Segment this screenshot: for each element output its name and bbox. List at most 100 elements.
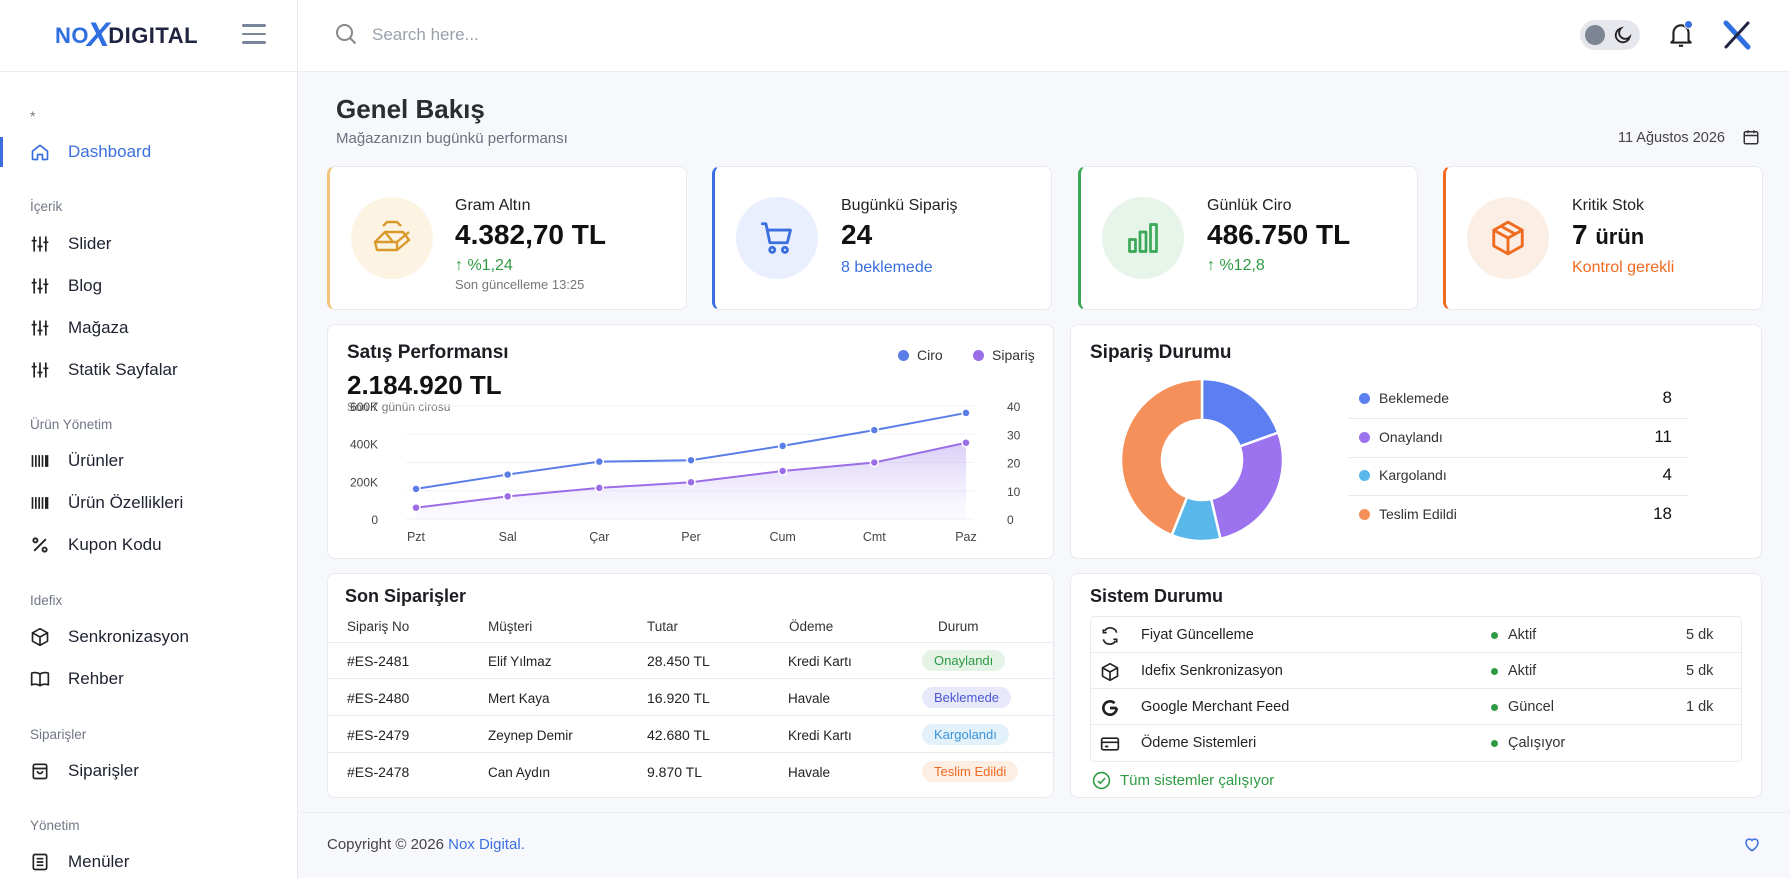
status-dot xyxy=(1491,632,1498,639)
copyright: Copyright © 2026 Nox Digital. xyxy=(327,836,525,853)
status-badge: Kargolandı xyxy=(922,724,1009,745)
google-icon xyxy=(1100,698,1120,718)
bar-chart-icon xyxy=(1102,197,1184,279)
stock-warning[interactable]: Kontrol gerekli xyxy=(1572,259,1675,276)
col-header-no: Sipariş No xyxy=(347,619,410,634)
order-no[interactable]: #ES-2479 xyxy=(347,727,410,743)
legend-row: Beklemede 8 xyxy=(1348,388,1688,418)
sidebar-item-kupon[interactable]: Kupon Kodu xyxy=(0,528,298,562)
menu-toggle-icon[interactable] xyxy=(242,24,266,44)
order-payment: Havale xyxy=(788,691,831,706)
order-amount: 28.450 TL xyxy=(647,653,710,669)
order-customer: Mert Kaya xyxy=(488,691,550,706)
divider xyxy=(328,642,1053,643)
sliders-icon xyxy=(30,360,50,380)
order-no[interactable]: #ES-2481 xyxy=(347,653,410,669)
profile-logo-icon[interactable] xyxy=(1722,19,1752,51)
order-customer: Can Aydın xyxy=(488,765,551,780)
page-title: Genel Bakış xyxy=(336,94,485,124)
legend-label: Onaylandı xyxy=(1379,428,1443,445)
section-idefix: Idefix xyxy=(30,593,63,608)
order-status-title: Sipariş Durumu xyxy=(1090,342,1232,363)
box-icon xyxy=(1100,662,1120,682)
col-header-odeme: Ödeme xyxy=(789,619,834,634)
order-payment: Kredi Kartı xyxy=(788,654,852,669)
order-no[interactable]: #ES-2480 xyxy=(347,690,410,706)
divider xyxy=(328,678,1053,679)
bag-icon xyxy=(30,761,50,781)
percent-icon xyxy=(30,535,50,555)
legend-count: 4 xyxy=(1662,465,1672,484)
bell-icon[interactable] xyxy=(1668,20,1694,49)
sidebar-item-rehber[interactable]: Rehber xyxy=(0,662,298,696)
legend-ciro: Ciro xyxy=(898,347,943,363)
moon-icon xyxy=(1613,25,1633,45)
sidebar-item-senkronizasyon[interactable]: Senkronizasyon xyxy=(0,620,298,654)
legend-row: Teslim Edildi 18 xyxy=(1348,504,1688,534)
box-icon xyxy=(30,627,50,647)
sidebar-item-blog[interactable]: Blog xyxy=(0,269,298,303)
sidebar: NO X DIGITAL * Dashboard İçerik Slider B… xyxy=(0,0,298,878)
nav-star: * xyxy=(30,108,36,124)
system-row: Fiyat Güncelleme Aktif 5 dk xyxy=(1090,617,1742,653)
check-circle-icon xyxy=(1092,771,1111,790)
divider xyxy=(1348,418,1688,419)
package-icon xyxy=(1467,197,1549,279)
order-amount: 9.870 TL xyxy=(647,764,703,780)
sidebar-item-dashboard[interactable]: Dashboard xyxy=(0,135,298,169)
order-no[interactable]: #ES-2478 xyxy=(347,764,410,780)
current-date: 11 Ağustos 2026 xyxy=(1618,130,1725,146)
orders-value: 24 xyxy=(841,219,873,250)
section-siparisler: Siparişler xyxy=(30,727,87,742)
gold-change: ↑ %1,24 xyxy=(455,257,513,274)
sliders-icon xyxy=(30,234,50,254)
kpi-card-revenue: Günlük Ciro 486.750 TL ↑ %12,8 xyxy=(1078,166,1418,310)
theme-toggle[interactable] xyxy=(1580,20,1640,50)
sidebar-item-urunler[interactable]: Ürünler xyxy=(0,444,298,478)
card-icon xyxy=(1100,734,1120,754)
sidebar-item-urun-ozellikleri[interactable]: Ürün Özellikleri xyxy=(0,486,298,520)
section-yonetim: Yönetim xyxy=(30,818,80,833)
divider xyxy=(328,715,1053,716)
system-row: Idefix Senkronizasyon Aktif 5 dk xyxy=(1090,653,1742,689)
col-header-durum: Durum xyxy=(938,619,979,634)
orders-pending[interactable]: 8 beklemede xyxy=(841,259,933,276)
legend-dot xyxy=(1359,393,1370,404)
sidebar-item-slider[interactable]: Slider xyxy=(0,227,298,261)
legend-label: Beklemede xyxy=(1379,390,1450,406)
recent-orders-title: Son Siparişler xyxy=(345,586,467,606)
system-row: Google Merchant Feed Güncel 1 dk xyxy=(1090,689,1742,725)
company-link[interactable]: Nox Digital. xyxy=(448,836,525,853)
book-icon xyxy=(30,669,50,689)
notification-dot xyxy=(1684,20,1693,29)
sidebar-item-magaza[interactable]: Mağaza xyxy=(0,311,298,345)
sidebar-item-menuler[interactable]: Menüler xyxy=(0,845,298,878)
col-header-tutar: Tutar xyxy=(647,619,679,634)
barcode-icon xyxy=(30,493,50,513)
kpi-card-gold: Gram Altın 4.382,70 TL ↑ %1,24 Son günce… xyxy=(327,166,687,310)
legend-label: Kargolandı xyxy=(1379,467,1447,483)
status-dot xyxy=(1491,668,1498,675)
heart-icon xyxy=(1743,835,1761,853)
legend-row: Kargolandı 4 xyxy=(1348,465,1688,495)
kpi-card-stock: Kritik Stok 7 ürün Kontrol gerekli xyxy=(1443,166,1763,310)
revenue-change: ↑ %12,8 xyxy=(1207,257,1265,274)
sidebar-item-statik[interactable]: Statik Sayfalar xyxy=(0,353,298,387)
logo-area: NO X DIGITAL xyxy=(0,0,297,72)
divider xyxy=(328,752,1053,753)
refresh-icon xyxy=(1100,626,1120,646)
col-header-musteri: Müşteri xyxy=(488,619,533,634)
calendar-icon[interactable] xyxy=(1742,128,1760,146)
brand-logo[interactable]: NO X DIGITAL xyxy=(55,16,199,54)
barcode-icon xyxy=(30,451,50,471)
divider xyxy=(1348,495,1688,496)
toggle-knob xyxy=(1585,25,1605,45)
home-icon xyxy=(30,142,50,162)
page-subtitle: Mağazanızın bugünkü performansı xyxy=(336,130,568,147)
search-input[interactable] xyxy=(372,18,872,52)
legend-siparis: Sipariş xyxy=(973,347,1035,363)
legend-count: 8 xyxy=(1662,388,1672,407)
system-status-title: Sistem Durumu xyxy=(1090,586,1224,606)
search-icon[interactable] xyxy=(334,22,358,46)
sidebar-item-siparisler[interactable]: Siparişler xyxy=(0,754,298,788)
